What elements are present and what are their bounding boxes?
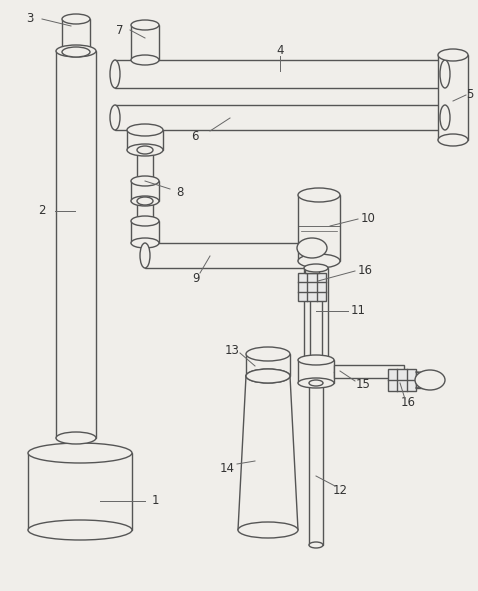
Ellipse shape <box>137 177 153 185</box>
Ellipse shape <box>298 254 340 268</box>
Text: 16: 16 <box>358 265 372 278</box>
Bar <box>137 150 153 181</box>
Ellipse shape <box>415 370 445 390</box>
Bar <box>334 365 404 378</box>
Ellipse shape <box>127 124 163 136</box>
Text: 12: 12 <box>333 485 348 498</box>
Ellipse shape <box>246 347 290 361</box>
Bar <box>115 60 445 88</box>
Ellipse shape <box>137 146 153 154</box>
Ellipse shape <box>238 522 298 538</box>
Bar <box>309 383 323 545</box>
Bar <box>131 181 159 201</box>
Ellipse shape <box>137 197 153 205</box>
Polygon shape <box>238 376 298 530</box>
Ellipse shape <box>62 14 90 24</box>
Ellipse shape <box>131 196 159 206</box>
Text: 8: 8 <box>176 187 184 200</box>
Bar <box>56 51 96 438</box>
Ellipse shape <box>246 369 290 383</box>
Bar <box>304 268 328 360</box>
Ellipse shape <box>438 134 468 146</box>
Ellipse shape <box>297 238 327 258</box>
Bar <box>298 195 340 261</box>
Bar <box>127 130 163 150</box>
Text: 16: 16 <box>401 397 415 410</box>
Ellipse shape <box>137 217 153 225</box>
Text: 11: 11 <box>350 304 366 317</box>
Ellipse shape <box>110 60 120 88</box>
Bar <box>305 253 319 273</box>
Bar <box>388 369 416 391</box>
Ellipse shape <box>127 144 163 156</box>
Text: 3: 3 <box>26 12 33 25</box>
Ellipse shape <box>131 238 159 248</box>
Bar <box>298 273 326 301</box>
Bar <box>438 55 468 140</box>
Bar <box>246 354 290 376</box>
Text: 2: 2 <box>38 204 46 217</box>
Text: 1: 1 <box>151 495 159 508</box>
Bar <box>137 201 153 221</box>
Text: 15: 15 <box>356 378 370 391</box>
Ellipse shape <box>131 216 159 226</box>
Ellipse shape <box>131 20 159 30</box>
Ellipse shape <box>298 188 340 202</box>
Ellipse shape <box>28 443 132 463</box>
Text: 5: 5 <box>467 89 474 102</box>
Ellipse shape <box>298 355 334 365</box>
Text: 7: 7 <box>116 24 124 37</box>
Bar <box>310 295 322 360</box>
Ellipse shape <box>131 55 159 65</box>
Ellipse shape <box>304 264 328 272</box>
Ellipse shape <box>310 243 320 268</box>
Ellipse shape <box>140 243 150 268</box>
Text: 9: 9 <box>192 271 200 284</box>
Ellipse shape <box>56 45 96 57</box>
Bar <box>145 243 315 268</box>
Bar <box>298 360 334 383</box>
Bar <box>131 25 159 60</box>
Bar <box>115 105 445 130</box>
Bar <box>62 19 90 52</box>
Text: 4: 4 <box>276 44 284 57</box>
Text: 10: 10 <box>360 213 375 226</box>
Ellipse shape <box>56 432 96 444</box>
Text: 6: 6 <box>191 129 199 142</box>
Ellipse shape <box>110 105 120 130</box>
Bar <box>28 453 132 530</box>
Ellipse shape <box>309 380 323 386</box>
Ellipse shape <box>28 520 132 540</box>
Text: 13: 13 <box>225 343 239 356</box>
Ellipse shape <box>298 378 334 388</box>
Ellipse shape <box>131 176 159 186</box>
Bar <box>131 221 159 243</box>
Ellipse shape <box>438 49 468 61</box>
Ellipse shape <box>246 369 290 383</box>
Ellipse shape <box>440 105 450 130</box>
Ellipse shape <box>62 47 90 57</box>
Text: 14: 14 <box>219 462 235 475</box>
Ellipse shape <box>309 542 323 548</box>
Ellipse shape <box>440 60 450 88</box>
Ellipse shape <box>304 356 328 364</box>
Bar <box>416 372 436 388</box>
